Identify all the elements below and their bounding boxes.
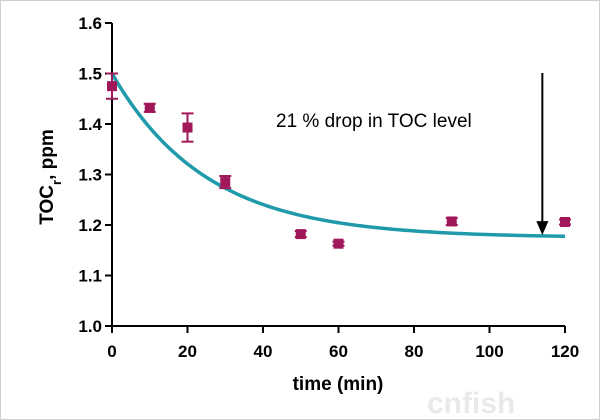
data-point-marker	[446, 216, 457, 227]
annotation-text: 21 % drop in TOC level	[276, 111, 472, 132]
x-tick-label: 120	[551, 342, 579, 361]
x-tick-label: 20	[178, 342, 197, 361]
fit-curve	[110, 72, 566, 239]
annotation-group: 21 % drop in TOC level	[276, 73, 549, 236]
x-tick-label: 40	[254, 342, 273, 361]
x-tick-label: 100	[475, 342, 503, 361]
y-axis-label: TOCr, ppm	[37, 129, 64, 225]
x-tick-label: 0	[107, 342, 116, 361]
watermark-text: cnfish	[427, 387, 515, 419]
data-point-marker	[107, 81, 117, 92]
fit-curve-group	[110, 72, 566, 239]
y-tick-label: 1.5	[78, 65, 102, 84]
data-point-marker	[333, 238, 344, 249]
data-points	[106, 72, 571, 249]
y-tick-label: 1.0	[78, 317, 102, 336]
x-axis-label: time (min)	[293, 374, 384, 395]
y-tick-label: 1.6	[78, 14, 102, 33]
y-tick-label: 1.1	[78, 267, 102, 286]
y-tick-label: 1.2	[78, 216, 102, 235]
y-tick-label: 1.3	[78, 166, 102, 185]
x-tick-label: 60	[329, 342, 348, 361]
data-point-marker	[144, 102, 155, 113]
y-axis-label-subscript: r	[49, 180, 64, 185]
y-axis-label-main: TOC	[37, 185, 58, 225]
y-axis-label-unit: , ppm	[37, 129, 58, 180]
annotation-arrow-head	[536, 221, 549, 236]
data-point-marker	[182, 122, 193, 133]
data-point-marker	[220, 177, 231, 188]
axes: 1.0 1.1 1.2 1.3 1.4 1.5 1.6 0 20 40 60 80 100 120	[78, 14, 579, 361]
data-point-marker	[295, 229, 306, 240]
x-tick-label: 80	[405, 342, 424, 361]
y-tick-label: 1.4	[78, 115, 102, 134]
data-point-marker	[560, 216, 570, 227]
watermark: cnfish	[427, 387, 515, 419]
